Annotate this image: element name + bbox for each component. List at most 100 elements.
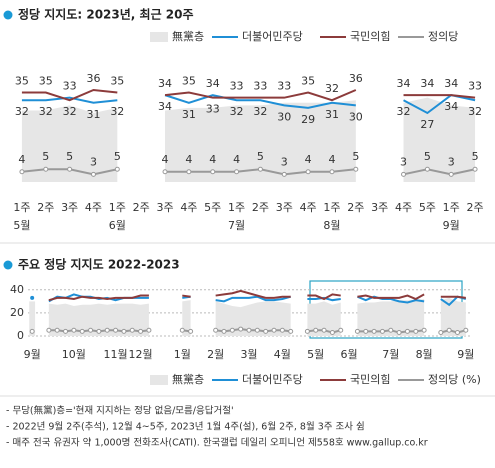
x-tick-label: 4주 — [395, 201, 412, 214]
legend-label: 정의당 — [428, 30, 458, 43]
x-tick-label: 10월 — [62, 348, 86, 361]
legend-label: 無黨층 — [172, 372, 204, 386]
x-tick-label: 4주 — [85, 201, 102, 214]
point — [146, 327, 152, 333]
data-label: 35 — [39, 75, 53, 88]
data-label: 5 — [66, 150, 73, 163]
note: - 무당(無黨)층='현재 지지하는 정당 없음/모름/응답거절' — [6, 405, 234, 417]
legend-swatch — [150, 375, 168, 385]
x-tick-label: 2주 — [252, 201, 269, 214]
point — [29, 328, 35, 334]
x-tick-label: 4주 — [300, 201, 317, 214]
data-label: 3 — [281, 155, 288, 168]
point — [338, 327, 344, 333]
data-label: 32 — [253, 105, 267, 118]
point — [271, 327, 277, 333]
point — [30, 295, 35, 300]
note: - 2022년 9월 2주(추석), 12월 4~5주, 2023년 1월 4주… — [6, 421, 365, 433]
area — [21, 97, 476, 182]
data-label: 31 — [182, 108, 196, 121]
point — [104, 327, 110, 333]
data-label: 36 — [349, 72, 363, 85]
data-label: 34 — [397, 77, 411, 90]
point — [46, 327, 52, 333]
point — [96, 328, 102, 334]
data-label: 4 — [185, 153, 192, 166]
data-label: 32 — [110, 105, 124, 118]
x-tick-label: 4월 — [274, 348, 291, 361]
point — [63, 328, 69, 334]
point — [246, 327, 252, 333]
point — [446, 327, 452, 333]
point — [121, 328, 127, 334]
line — [48, 293, 467, 307]
x-tick-label: 3주 — [276, 201, 293, 214]
month-label: 7월 — [228, 219, 245, 232]
data-label: 5 — [114, 150, 121, 163]
line — [21, 94, 476, 115]
point — [19, 169, 25, 175]
data-label: 33 — [206, 103, 220, 116]
x-tick-label: 1주 — [443, 201, 460, 214]
point — [379, 328, 385, 334]
data-label: 32 — [397, 105, 411, 118]
point — [353, 166, 359, 172]
data-label: 35 — [182, 75, 196, 88]
legend-label: 더불어민주당 — [242, 30, 303, 43]
x-tick-label: 9월 — [24, 348, 41, 361]
point — [213, 327, 219, 333]
data-label: 4 — [162, 153, 169, 166]
data-label: 3 — [400, 155, 407, 168]
data-label: 36 — [86, 72, 100, 85]
x-tick-label: 1주 — [13, 201, 30, 214]
x-tick-label: 1주 — [228, 201, 245, 214]
chart-title: 정당 지지도: 2023년, 최근 20주 — [18, 7, 194, 22]
point — [279, 327, 285, 333]
point — [71, 327, 77, 333]
data-label: 35 — [110, 75, 124, 88]
point — [113, 327, 119, 333]
data-label: 34 — [420, 77, 434, 90]
data-label: 31 — [325, 108, 339, 121]
x-tick-label: 12월 — [129, 348, 153, 361]
point — [329, 169, 335, 175]
point — [79, 328, 85, 334]
data-label: 3 — [448, 155, 455, 168]
point — [321, 327, 327, 333]
data-label: 35 — [15, 75, 29, 88]
legend-label: 국민의힘 — [350, 30, 390, 43]
data-label: 3 — [90, 155, 97, 168]
data-label: 5 — [42, 150, 49, 163]
data-label: 4 — [18, 153, 25, 166]
x-tick-label: 9월 — [457, 348, 474, 361]
point — [421, 327, 427, 333]
point — [388, 327, 394, 333]
point — [354, 328, 360, 334]
x-tick-label: 5월 — [307, 348, 324, 361]
point — [90, 171, 96, 177]
data-label: 34 — [206, 77, 220, 90]
y-tick-label: 0 — [17, 329, 24, 342]
data-label: 32 — [63, 105, 77, 118]
point — [305, 169, 311, 175]
point — [114, 166, 120, 172]
data-label: 34 — [444, 100, 458, 113]
point — [263, 328, 269, 334]
point — [210, 169, 216, 175]
data-label: 29 — [301, 113, 315, 126]
x-tick-label: 5주 — [204, 201, 221, 214]
data-label: 33 — [277, 80, 291, 93]
point — [43, 166, 49, 172]
point — [363, 328, 369, 334]
point — [54, 327, 60, 333]
x-tick-label: 1주 — [109, 201, 126, 214]
data-label: 5 — [257, 150, 264, 163]
x-tick-label: 3월 — [240, 348, 257, 361]
point — [304, 328, 310, 334]
month-label: 6월 — [109, 219, 126, 232]
data-label: 32 — [468, 105, 482, 118]
x-tick-label: 2주 — [133, 201, 150, 214]
point — [313, 327, 319, 333]
x-tick-label: 2주 — [467, 201, 484, 214]
point — [288, 328, 294, 334]
